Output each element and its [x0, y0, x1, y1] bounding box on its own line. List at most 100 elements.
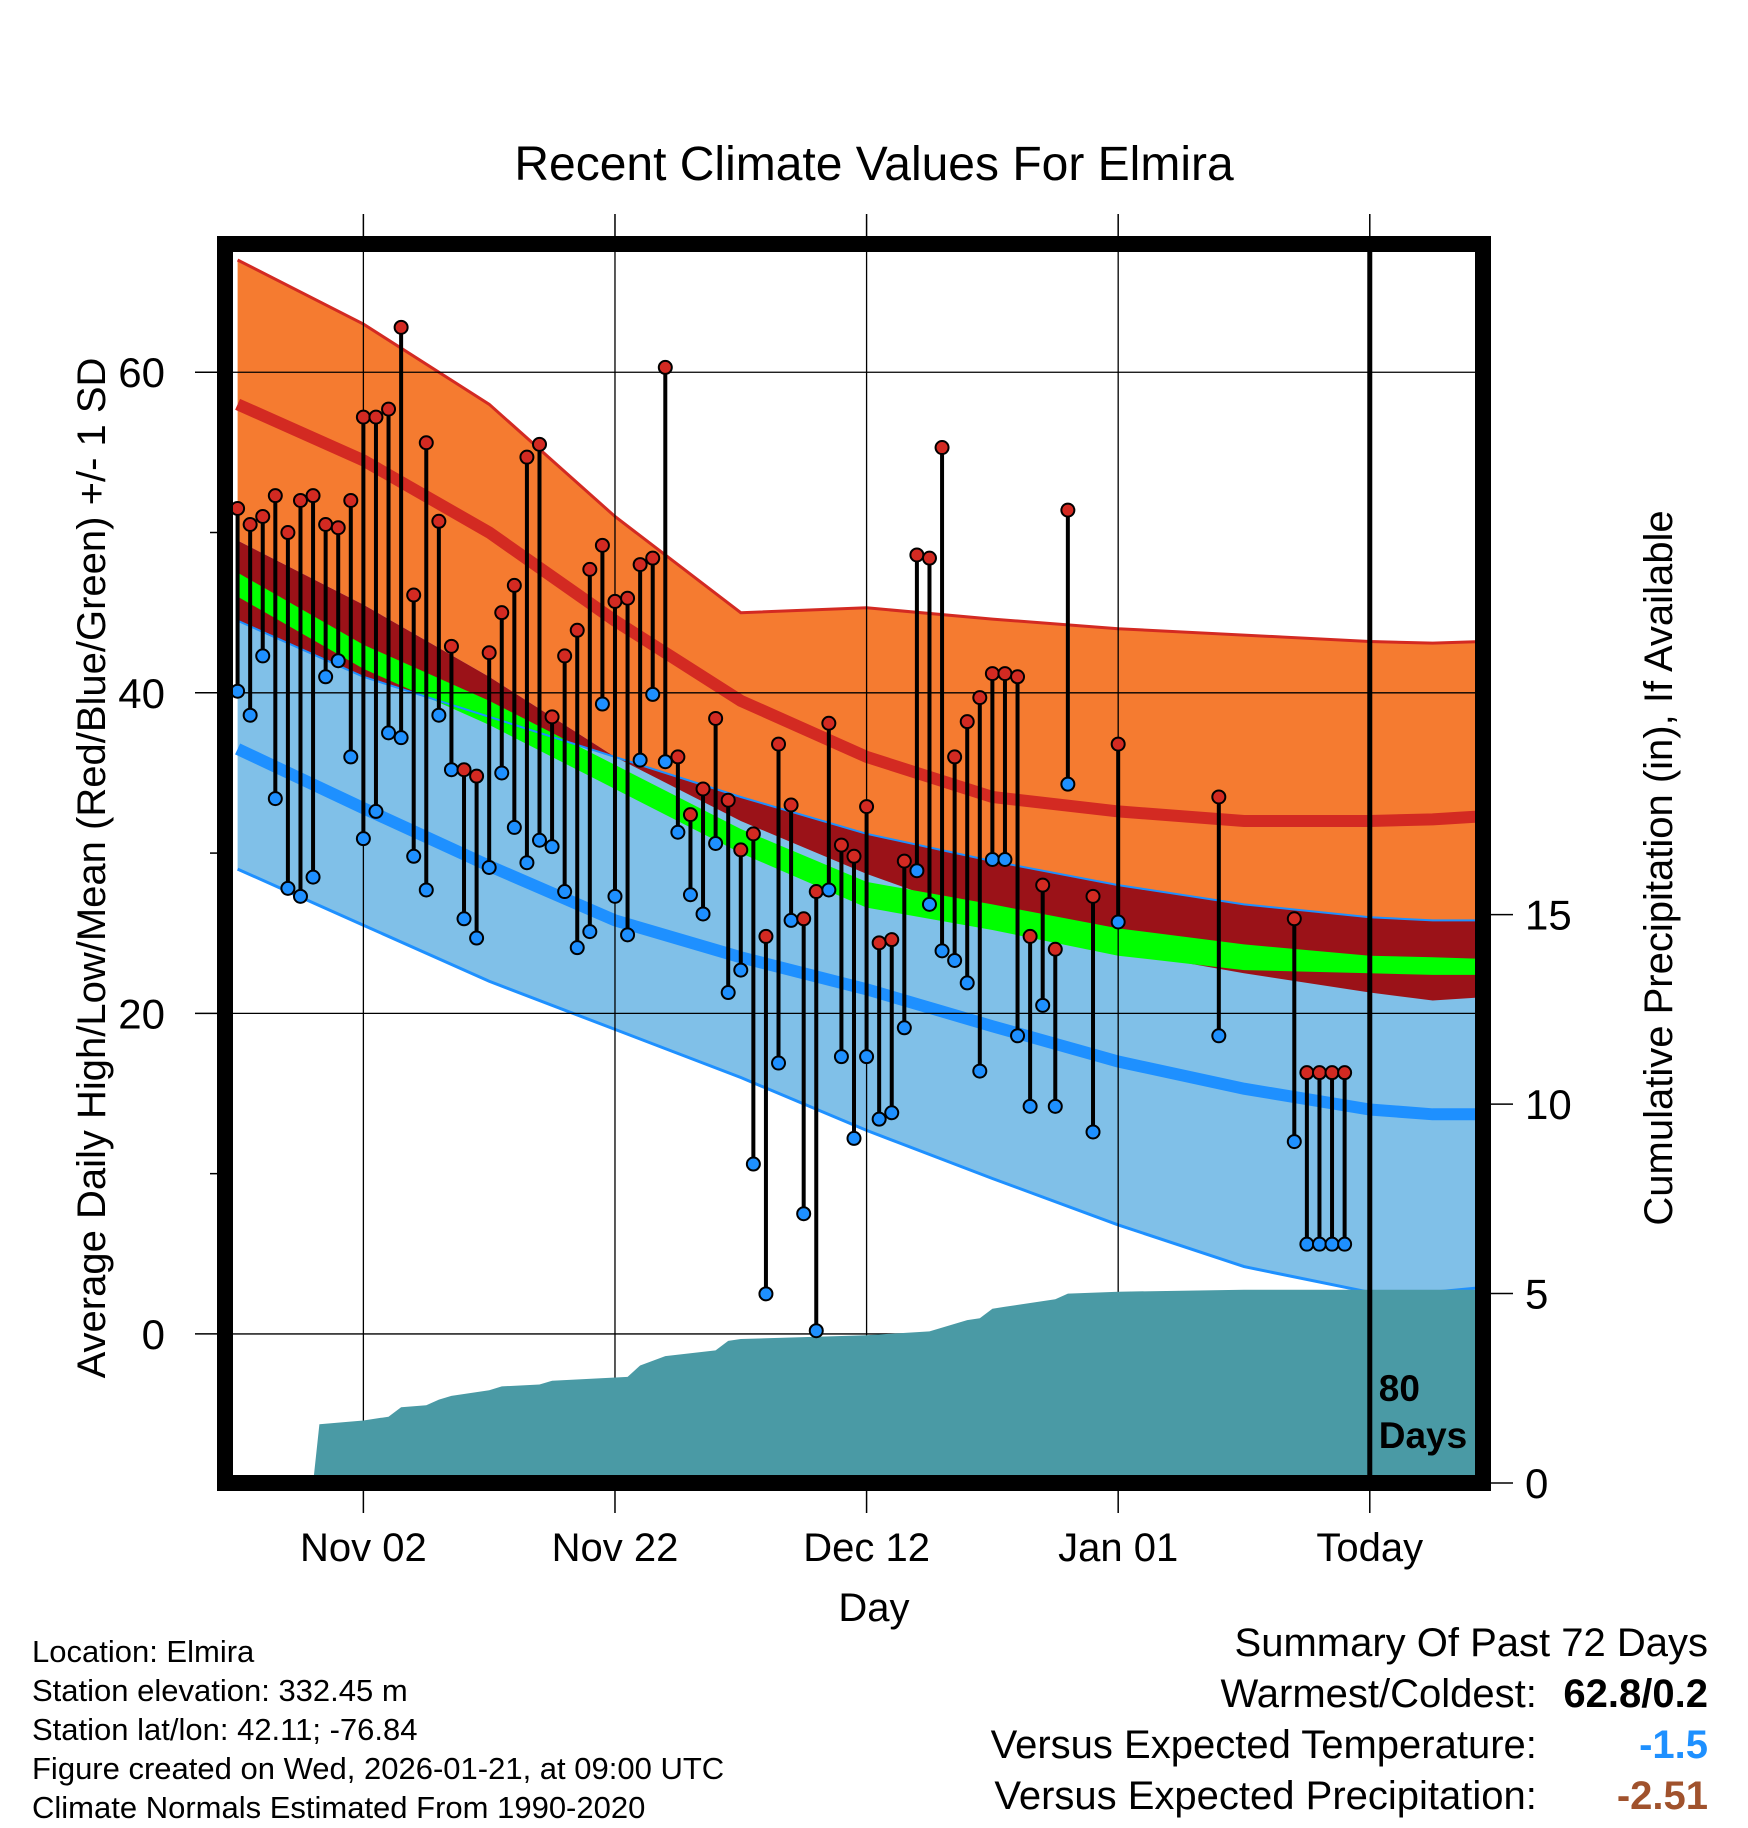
- daily-low-marker: [1211, 1028, 1227, 1044]
- daily-high-marker: [783, 797, 799, 813]
- daily-high-marker: [758, 928, 774, 944]
- summary-title: Summary Of Past 72 Days: [1234, 1621, 1708, 1665]
- daily-low-marker: [519, 855, 535, 871]
- daily-low-marker: [1010, 1028, 1026, 1044]
- daily-low-marker: [670, 824, 686, 840]
- daily-high-marker: [896, 853, 912, 869]
- daily-high-marker: [771, 736, 787, 752]
- daily-high-marker: [1337, 1065, 1353, 1081]
- daily-high-marker: [632, 557, 648, 573]
- daily-high-marker: [557, 648, 573, 664]
- daily-low-marker: [557, 884, 573, 900]
- daily-low-marker: [972, 1063, 988, 1079]
- x-axis-label: Day: [838, 1586, 909, 1630]
- daily-low-marker: [582, 924, 598, 940]
- daily-high-marker: [833, 837, 849, 853]
- daily-high-marker: [305, 488, 321, 504]
- daily-high-marker: [934, 440, 950, 456]
- summary-panel: Summary Of Past 72 Days Warmest/Coldest:…: [991, 1618, 1708, 1822]
- daily-high-marker: [255, 508, 271, 524]
- daily-high-marker: [947, 749, 963, 765]
- daily-low-marker: [771, 1055, 787, 1071]
- daily-high-marker: [481, 645, 497, 661]
- precipitation-area: [237, 1289, 1484, 1483]
- daily-low-marker: [255, 648, 271, 664]
- daily-high-marker: [909, 547, 925, 563]
- precip-label: Versus Expected Precipitation:: [994, 1774, 1537, 1818]
- daily-high-marker: [443, 638, 459, 654]
- daily-high-marker: [267, 488, 283, 504]
- daily-low-marker: [947, 952, 963, 968]
- daily-low-marker: [607, 888, 623, 904]
- daily-high-marker: [682, 807, 698, 823]
- daily-low-marker: [859, 1049, 875, 1065]
- daily-low-marker: [720, 985, 736, 1001]
- daily-low-marker: [418, 882, 434, 898]
- daily-low-marker: [280, 880, 296, 896]
- daily-low-marker: [645, 686, 661, 702]
- low-mean-line: [235, 743, 1483, 1121]
- daily-high-marker: [381, 401, 397, 417]
- y-tick-label: 60: [118, 349, 165, 396]
- daily-low-marker: [532, 832, 547, 848]
- daily-low-marker: [569, 940, 585, 956]
- x-tick-label: Jan 01: [1058, 1526, 1178, 1570]
- daily-low-marker: [871, 1111, 887, 1127]
- daily-low-marker: [808, 1323, 824, 1339]
- daily-low-marker: [909, 863, 925, 879]
- daily-low-marker: [745, 1156, 761, 1172]
- daily-low-marker: [997, 851, 1013, 867]
- daily-low-marker: [330, 653, 346, 669]
- y-axis-label: Average Daily High/Low/Mean (Red/Blue/Gr…: [70, 358, 114, 1379]
- daily-low-marker: [1060, 776, 1076, 792]
- daily-high-marker: [708, 710, 724, 726]
- daily-low-marker: [230, 683, 246, 699]
- daily-low-marker: [695, 906, 711, 922]
- daily-high-marker: [1110, 736, 1126, 752]
- daily-high-marker: [569, 622, 585, 638]
- daily-low-marker: [1311, 1236, 1327, 1252]
- daily-high-marker: [594, 537, 610, 553]
- info-location: Location: Elmira: [32, 1634, 255, 1669]
- daily-high-marker: [418, 435, 434, 451]
- y2-tick-label: 0: [1525, 1460, 1548, 1507]
- y2-tick-label: 10: [1525, 1081, 1572, 1128]
- daily-high-marker: [1022, 928, 1038, 944]
- daily-low-marker: [821, 882, 837, 898]
- daily-high-marker: [1047, 941, 1063, 957]
- daily-high-marker: [1085, 888, 1101, 904]
- daily-high-marker: [796, 911, 812, 927]
- info-latlon: Station lat/lon: 42.11; -76.84: [32, 1712, 418, 1747]
- daily-high-marker: [695, 781, 711, 797]
- daily-high-marker: [657, 359, 673, 375]
- y-tick-label: 40: [118, 670, 165, 717]
- daily-high-marker: [1211, 789, 1227, 805]
- daily-high-marker: [859, 799, 875, 815]
- daily-high-marker: [330, 520, 346, 536]
- daily-high-marker: [620, 590, 636, 606]
- daily-low-marker: [1299, 1236, 1315, 1252]
- info-normals: Climate Normals Estimated From 1990-2020: [32, 1790, 646, 1825]
- temp-value: -1.5: [1639, 1723, 1708, 1767]
- daily-low-marker: [443, 762, 459, 778]
- station-info: Location: Elmira Station elevation: 332.…: [32, 1632, 724, 1827]
- daily-high-marker: [393, 319, 409, 335]
- daily-high-marker: [871, 935, 887, 951]
- daily-low-marker: [1337, 1236, 1353, 1252]
- daily-high-marker: [645, 550, 661, 566]
- overlap-band: [237, 540, 1484, 1001]
- daily-low-marker: [305, 869, 321, 885]
- daily-high-marker: [343, 492, 359, 508]
- daily-high-marker: [494, 605, 510, 621]
- daily-high-marker: [431, 513, 447, 529]
- daily-low-marker: [1324, 1236, 1340, 1252]
- daily-low-marker: [494, 765, 510, 781]
- daily-high-marker: [1324, 1065, 1340, 1081]
- daily-low-marker: [1085, 1124, 1101, 1140]
- daily-high-marker: [745, 826, 761, 842]
- daily-high-marker: [670, 749, 686, 765]
- daily-low-marker: [783, 912, 799, 928]
- info-elevation: Station elevation: 332.45 m: [32, 1673, 408, 1708]
- daily-low-marker: [984, 851, 1000, 867]
